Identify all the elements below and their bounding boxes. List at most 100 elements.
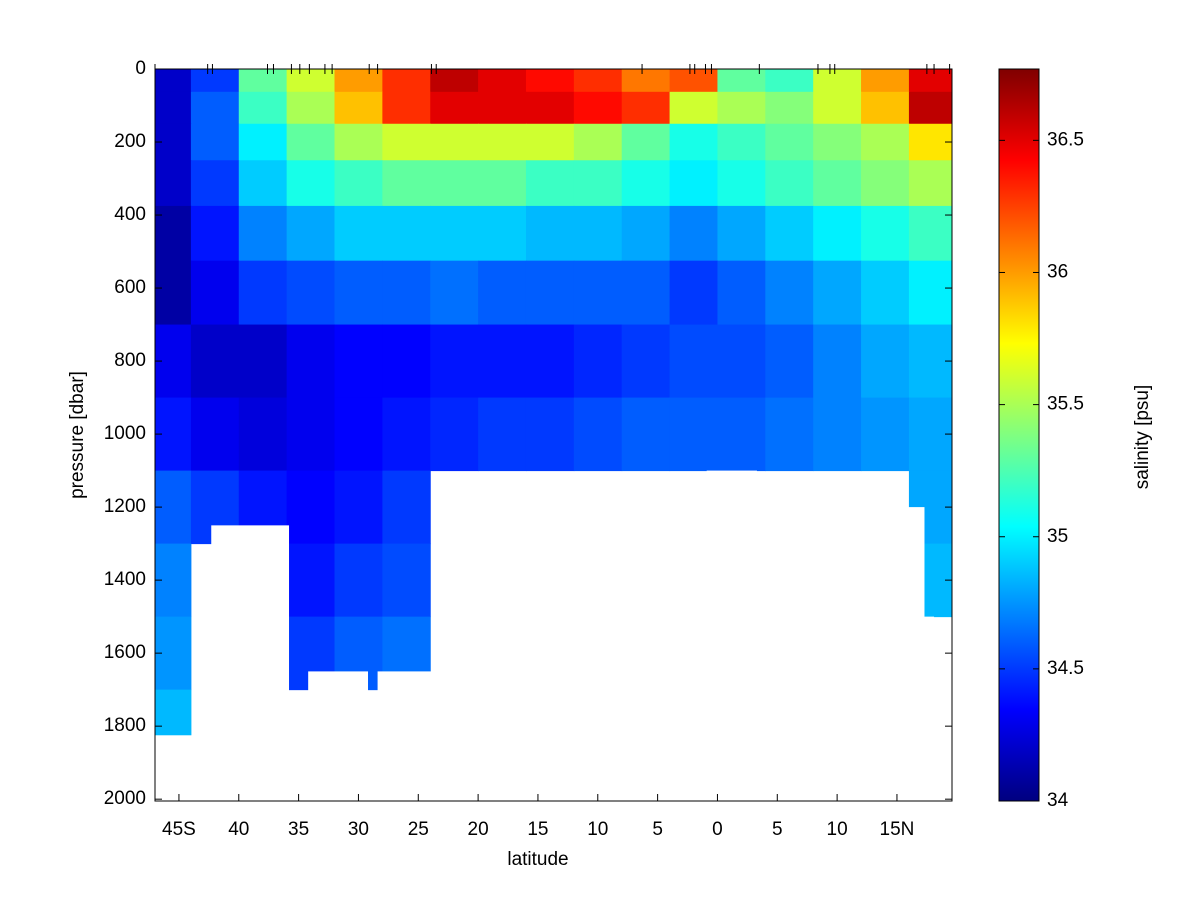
bathymetry bbox=[155, 470, 952, 802]
salinity-cell bbox=[717, 397, 766, 472]
salinity-cell bbox=[861, 324, 910, 399]
salinity-cell bbox=[430, 160, 479, 207]
salinity-cell bbox=[155, 260, 192, 326]
salinity-cell bbox=[334, 260, 383, 326]
salinity-cell bbox=[334, 160, 383, 207]
salinity-cell bbox=[621, 160, 671, 207]
salinity-cell bbox=[813, 260, 862, 326]
salinity-cell bbox=[813, 397, 862, 472]
salinity-cell bbox=[669, 123, 718, 161]
salinity-cell bbox=[334, 69, 383, 93]
salinity-cell bbox=[190, 160, 240, 207]
salinity-cell bbox=[286, 123, 336, 161]
x-tick-label: 45S bbox=[162, 819, 196, 840]
x-tick-label: 10 bbox=[827, 819, 848, 840]
salinity-cell bbox=[861, 91, 910, 125]
salinity-cell bbox=[478, 160, 527, 207]
salinity-cell bbox=[190, 397, 240, 472]
x-tick-label: 10 bbox=[587, 819, 608, 840]
y-tick-label: 1600 bbox=[104, 642, 146, 663]
salinity-cell bbox=[190, 69, 240, 93]
salinity-cell bbox=[286, 397, 336, 472]
salinity-cell bbox=[525, 160, 575, 207]
colorbar-tick-label: 36 bbox=[1047, 261, 1068, 282]
x-tick-label: 30 bbox=[348, 819, 369, 840]
salinity-cell bbox=[525, 205, 575, 262]
salinity-cell bbox=[765, 260, 814, 326]
seafloor-mask bbox=[211, 525, 290, 802]
y-tick-label: 200 bbox=[114, 131, 146, 152]
x-tick-label: 25 bbox=[408, 819, 429, 840]
seafloor-mask bbox=[155, 735, 208, 802]
salinity-cell bbox=[765, 91, 814, 125]
colorbar-tick-label: 35 bbox=[1047, 526, 1068, 547]
salinity-cell bbox=[573, 91, 623, 125]
salinity-cell bbox=[238, 397, 288, 472]
salinity-cell bbox=[382, 397, 431, 472]
salinity-cell bbox=[813, 91, 862, 125]
seafloor-mask bbox=[368, 749, 378, 802]
salinity-cell bbox=[717, 69, 766, 93]
colorbar-tick-label: 34.5 bbox=[1047, 658, 1084, 679]
salinity-cell bbox=[190, 260, 240, 326]
seafloor-mask bbox=[756, 507, 818, 802]
salinity-cell bbox=[669, 205, 718, 262]
y-tick-label: 400 bbox=[114, 204, 146, 225]
salinity-cell bbox=[908, 160, 953, 207]
salinity-cell bbox=[717, 205, 766, 262]
salinity-cell bbox=[382, 324, 431, 399]
salinity-cell bbox=[765, 205, 814, 262]
salinity-cell bbox=[190, 123, 240, 161]
salinity-cell bbox=[669, 160, 718, 207]
salinity-cell bbox=[238, 123, 288, 161]
salinity-cell bbox=[334, 543, 383, 618]
y-tick-label: 1200 bbox=[104, 496, 146, 517]
salinity-cell bbox=[382, 205, 431, 262]
salinity-cell bbox=[813, 160, 862, 207]
salinity-cell bbox=[861, 123, 910, 161]
seafloor-mask bbox=[308, 671, 369, 802]
salinity-field bbox=[155, 69, 953, 802]
salinity-cell bbox=[621, 397, 671, 472]
salinity-cell bbox=[908, 205, 953, 262]
salinity-cell bbox=[861, 397, 910, 472]
seafloor-mask bbox=[436, 488, 707, 802]
y-tick-label: 1000 bbox=[104, 423, 146, 444]
salinity-cell bbox=[765, 123, 814, 161]
salinity-cell bbox=[286, 470, 336, 545]
salinity-cell bbox=[813, 205, 862, 262]
salinity-cell bbox=[155, 160, 192, 207]
x-tick-label: 0 bbox=[712, 819, 723, 840]
salinity-cell bbox=[525, 397, 575, 472]
salinity-cell bbox=[717, 91, 766, 125]
seafloor-mask bbox=[295, 713, 309, 802]
salinity-cell bbox=[334, 470, 383, 545]
salinity-cell bbox=[861, 69, 910, 93]
x-tick-label: 15 bbox=[527, 819, 548, 840]
salinity-cell bbox=[669, 260, 718, 326]
salinity-cell bbox=[430, 324, 479, 399]
salinity-cell bbox=[621, 123, 671, 161]
salinity-cell bbox=[765, 160, 814, 207]
salinity-cell bbox=[669, 91, 718, 125]
salinity-cell bbox=[190, 91, 240, 125]
salinity-cell bbox=[908, 69, 953, 93]
salinity-cell bbox=[478, 123, 527, 161]
salinity-cell bbox=[669, 397, 718, 472]
salinity-cell bbox=[155, 205, 192, 262]
salinity-cell bbox=[286, 91, 336, 125]
x-tick-label: 15N bbox=[880, 819, 915, 840]
salinity-cell bbox=[717, 160, 766, 207]
salinity-cell bbox=[717, 324, 766, 399]
salinity-cell bbox=[478, 324, 527, 399]
salinity-cell bbox=[861, 205, 910, 262]
salinity-cell bbox=[155, 69, 192, 93]
salinity-cell bbox=[478, 397, 527, 472]
salinity-cell bbox=[334, 123, 383, 161]
salinity-cell bbox=[765, 397, 814, 472]
colorbar bbox=[998, 68, 1040, 802]
salinity-cell bbox=[382, 69, 431, 93]
salinity-cell bbox=[621, 69, 671, 93]
seafloor-mask bbox=[706, 470, 757, 802]
